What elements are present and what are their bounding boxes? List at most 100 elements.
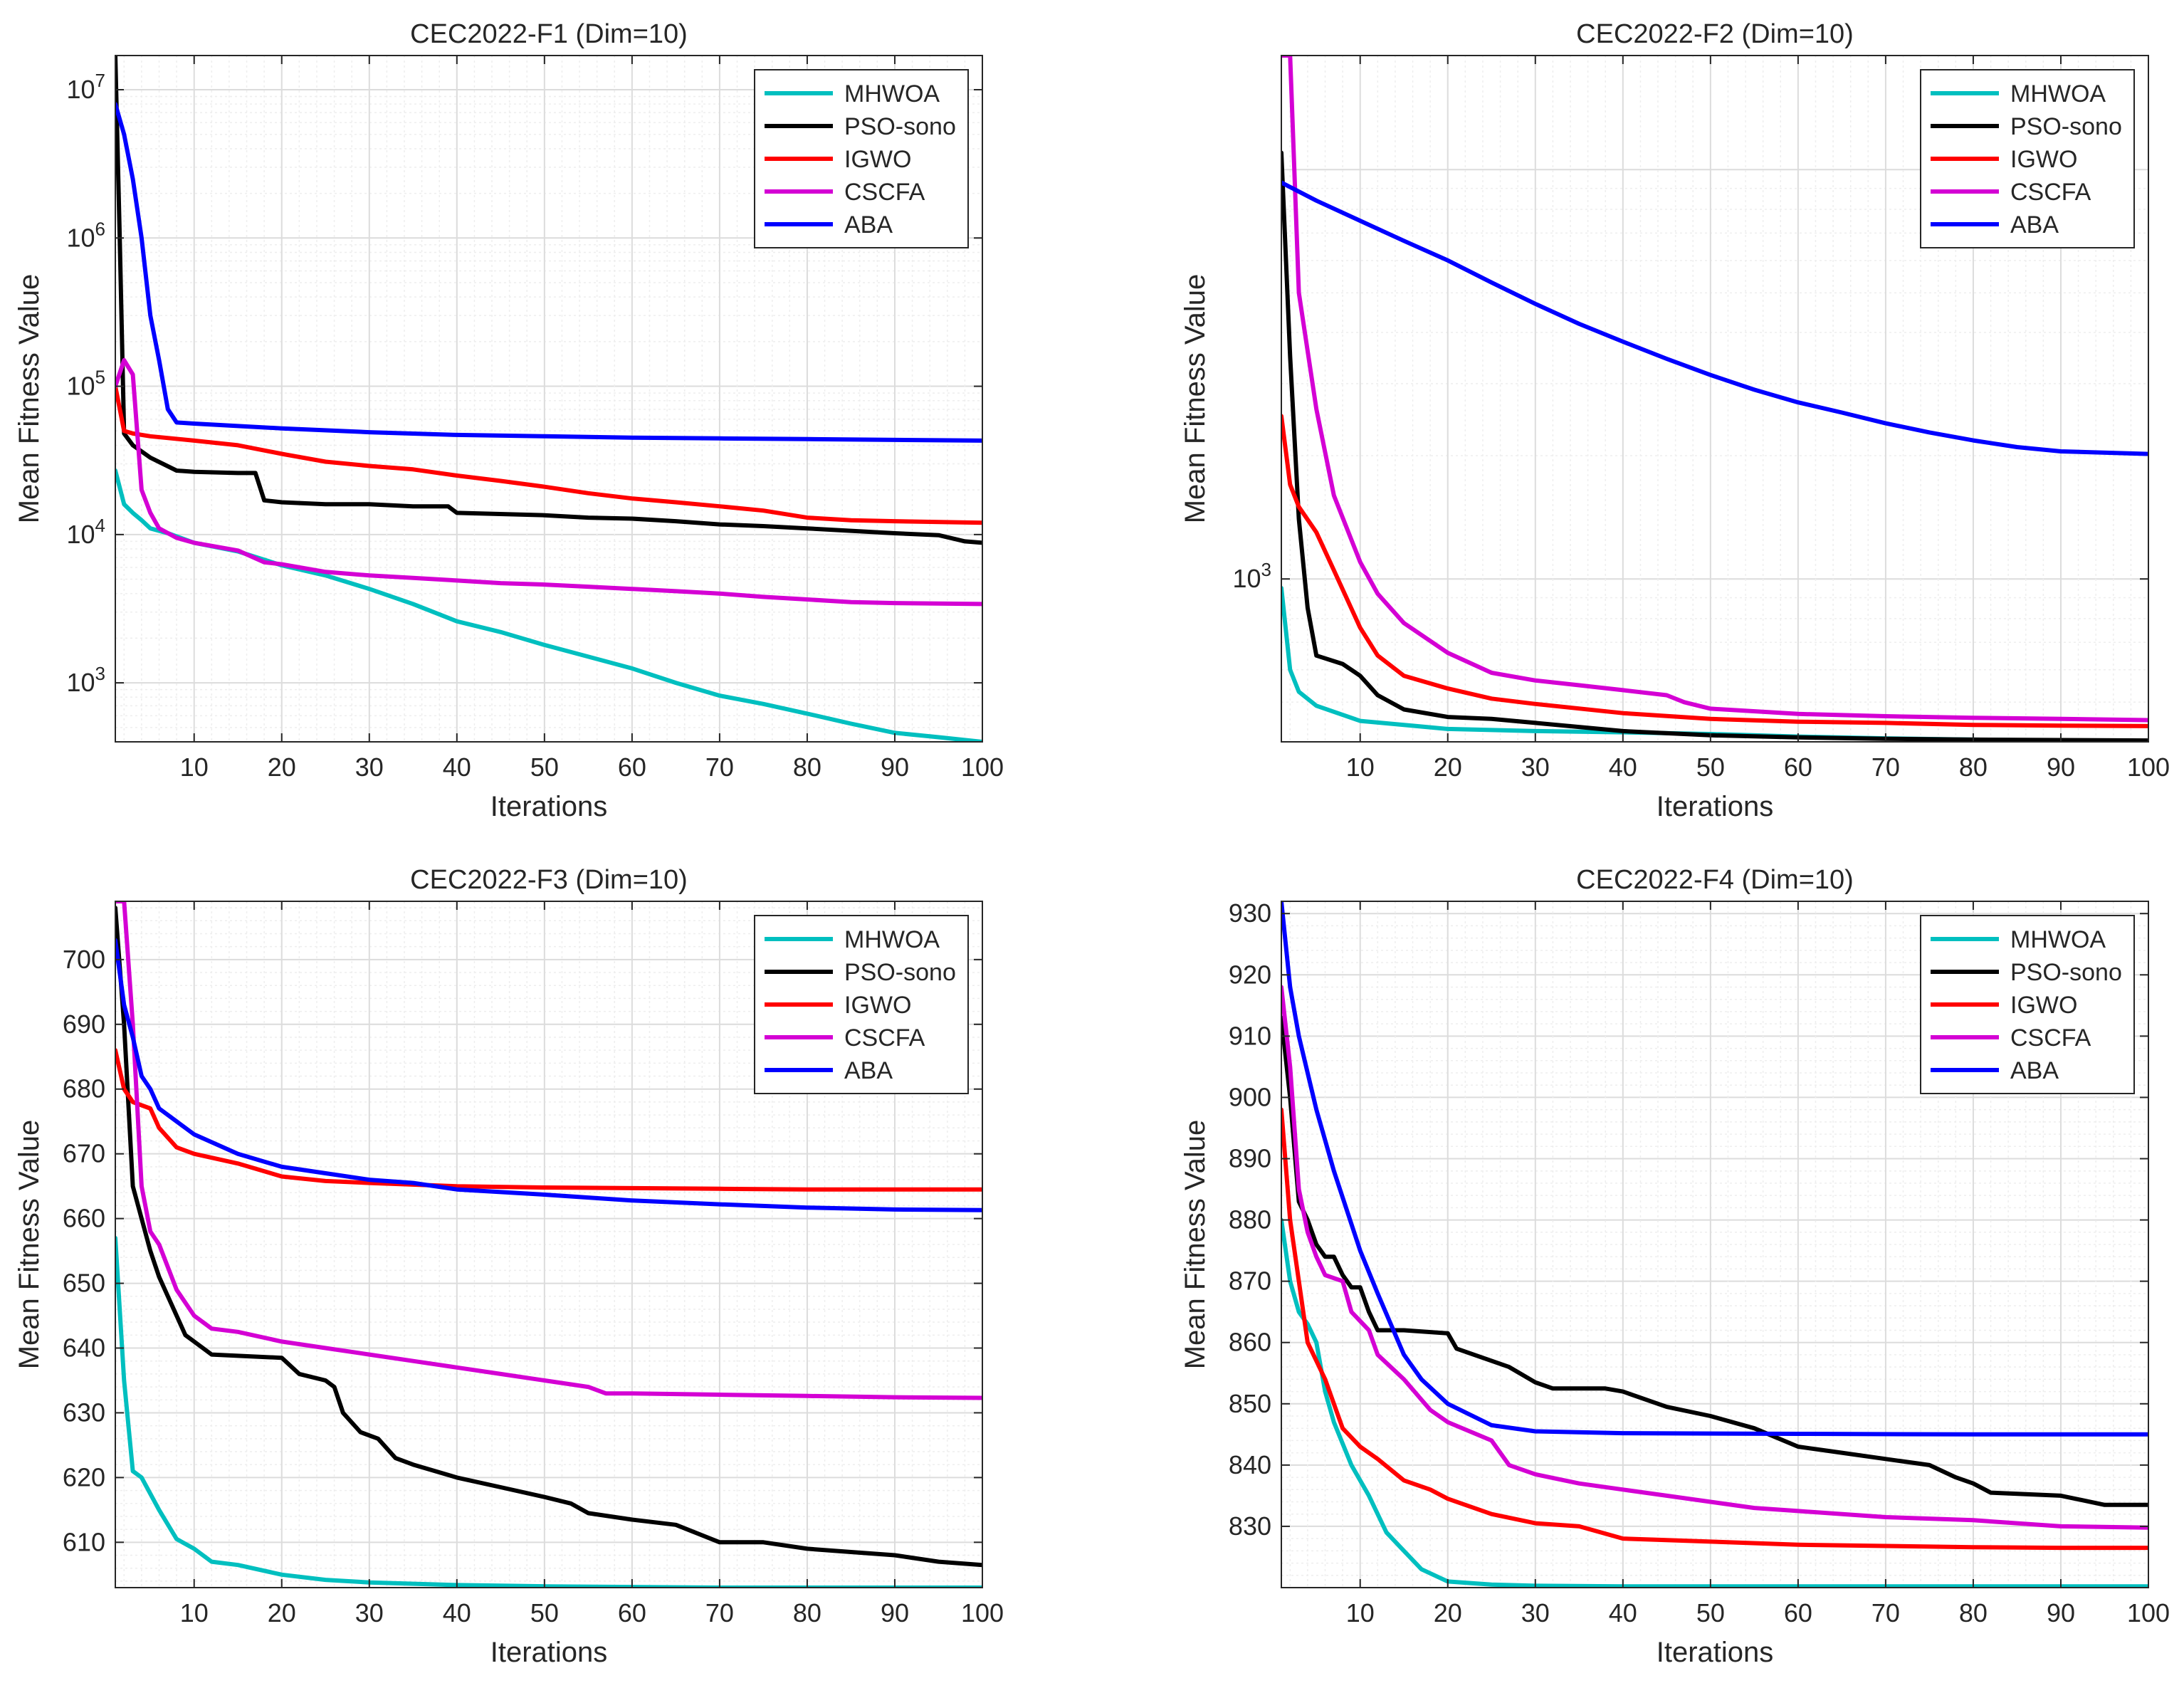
axes-box (115, 901, 983, 1588)
x-tick-label: 100 (2127, 753, 2170, 782)
series-line-aba (1281, 180, 2148, 456)
legend-label-pso-sono: PSO-sono (844, 959, 956, 986)
legend-label-igwo: IGWO (2010, 992, 2077, 1019)
x-axis-label: Iterations (490, 1637, 608, 1668)
series-line-igwo (115, 384, 982, 525)
legend-label-pso-sono: PSO-sono (2010, 113, 2122, 140)
x-tick-label: 20 (1434, 1598, 1462, 1627)
x-tick-label: 10 (180, 1598, 209, 1627)
legend-label-mhwoa: MHWOA (2010, 80, 2106, 108)
series-line-cscfa (1281, 985, 2148, 1530)
chart-svg-4: 10 20 30 40 50 60 70 80 90 100 830 840 850 860 870 880 8… (1180, 865, 2170, 1668)
y-tick-label: 620 (63, 1462, 105, 1492)
x-tick-label: 60 (1784, 753, 1812, 782)
y-tick-label: 870 (1229, 1267, 1271, 1296)
chart-title: CEC2022-F4 (Dim=10) (1576, 865, 1854, 895)
legend-label-cscfa: CSCFA (844, 179, 925, 206)
series-line-pso-sono (115, 906, 982, 1568)
y-axis-label: Mean Fitness Value (14, 1120, 45, 1370)
x-axis-label: Iterations (1657, 791, 1774, 822)
series-line-aba (1281, 901, 2148, 1437)
x-tick-label: 70 (1871, 1598, 1900, 1627)
y-tick-label: 920 (1229, 960, 1271, 989)
series-line-mhwoa (115, 468, 982, 742)
series-line-igwo (1281, 1107, 2148, 1551)
x-tick-label: 50 (1696, 1598, 1725, 1627)
x-tick-label: 80 (1959, 1598, 1988, 1627)
chart-panel-3: 10 20 30 40 50 60 70 80 90 100 610 620 630 640 650 660 6… (0, 846, 1018, 1688)
y-tick-label: 103 (1232, 559, 1271, 593)
y-tick-label: 104 (66, 515, 105, 549)
y-tick-label: 106 (66, 218, 105, 252)
legend-label-pso-sono: PSO-sono (2010, 959, 2122, 986)
x-tick-label: 90 (2047, 1598, 2075, 1627)
x-tick-label: 60 (1784, 1598, 1812, 1627)
legend-label-cscfa: CSCFA (2010, 179, 2091, 206)
y-tick-label: 650 (63, 1269, 105, 1298)
x-tick-label: 100 (2127, 1598, 2170, 1627)
x-axis-label: Iterations (490, 791, 608, 822)
chart-svg-3: 10 20 30 40 50 60 70 80 90 100 610 620 630 640 650 660 6… (14, 865, 1004, 1668)
legend-label-igwo: IGWO (844, 146, 911, 173)
y-tick-label: 910 (1229, 1021, 1271, 1050)
y-tick-label: 850 (1229, 1389, 1271, 1418)
x-tick-label: 60 (618, 753, 646, 782)
grid (115, 901, 983, 1588)
y-tick-label: 630 (63, 1398, 105, 1427)
legend-box (1920, 915, 2135, 1094)
y-tick-label: 640 (63, 1333, 105, 1363)
x-tick-label: 40 (443, 753, 471, 782)
x-tick-label: 90 (881, 1598, 909, 1627)
series-group (115, 56, 982, 742)
chart-title: CEC2022-F3 (Dim=10) (410, 865, 688, 895)
y-tick-label: 860 (1229, 1328, 1271, 1357)
chart-svg-1: 10 20 30 40 50 60 70 80 90 100 103 104 105 106 107 CEC2… (14, 19, 1004, 822)
legend-label-pso-sono: PSO-sono (844, 113, 956, 140)
legend: MHWOA PSO-sono IGWO CSCFA ABA (1920, 69, 2135, 248)
legend-label-igwo: IGWO (2010, 146, 2077, 173)
legend-label-cscfa: CSCFA (2010, 1024, 2091, 1052)
series-line-igwo (115, 1048, 982, 1192)
series-line-cscfa (115, 901, 982, 1400)
x-tick-label: 50 (530, 753, 559, 782)
legend: MHWOA PSO-sono IGWO CSCFA ABA (754, 69, 969, 248)
x-tick-label: 40 (1609, 753, 1637, 782)
chart-panel-2: 10 20 30 40 50 60 70 80 90 100 103 CEC2022-F2 (Dim=… (1166, 0, 2184, 842)
x-tick-label: 90 (2047, 753, 2075, 782)
y-tick-label: 840 (1229, 1450, 1271, 1479)
y-tick-label: 700 (63, 945, 105, 974)
x-tick-label: 30 (355, 1598, 384, 1627)
y-tick-label: 930 (1229, 898, 1271, 928)
x-tick-label: 50 (1696, 753, 1725, 782)
x-tick-label: 10 (1346, 753, 1375, 782)
series-line-cscfa (1281, 56, 2148, 723)
series-line-cscfa (115, 357, 982, 607)
x-tick-label: 70 (705, 1598, 734, 1627)
x-tick-label: 70 (1871, 753, 1900, 782)
y-axis-label: Mean Fitness Value (1180, 1120, 1211, 1370)
axes-box (115, 55, 983, 743)
y-axis-label: Mean Fitness Value (14, 274, 45, 524)
y-tick-label: 105 (66, 367, 105, 401)
chart-panel-4: 10 20 30 40 50 60 70 80 90 100 830 840 850 860 870 880 8… (1166, 846, 2184, 1688)
x-axis-label: Iterations (1657, 1637, 1774, 1668)
legend-label-aba: ABA (844, 211, 893, 238)
x-tick-label: 10 (180, 753, 209, 782)
y-tick-label: 660 (63, 1204, 105, 1233)
x-tick-label: 80 (793, 1598, 821, 1627)
legend-label-igwo: IGWO (844, 992, 911, 1019)
legend: MHWOA PSO-sono IGWO CSCFA ABA (1920, 915, 2135, 1094)
y-tick-label: 103 (66, 663, 105, 697)
axes-box (1281, 901, 2149, 1588)
series-line-pso-sono (1281, 1015, 2148, 1507)
x-tick-label: 90 (881, 753, 909, 782)
y-tick-label: 880 (1229, 1205, 1271, 1234)
x-tick-label: 40 (443, 1598, 471, 1627)
chart-svg-2: 10 20 30 40 50 60 70 80 90 100 103 CEC2022-F2 (Dim=… (1180, 19, 2170, 822)
axes-box (1281, 55, 2149, 743)
series-line-mhwoa (115, 1235, 982, 1588)
x-tick-label: 100 (961, 753, 1004, 782)
x-tick-label: 30 (355, 753, 384, 782)
x-tick-label: 20 (1434, 753, 1462, 782)
series-line-aba (115, 938, 982, 1212)
